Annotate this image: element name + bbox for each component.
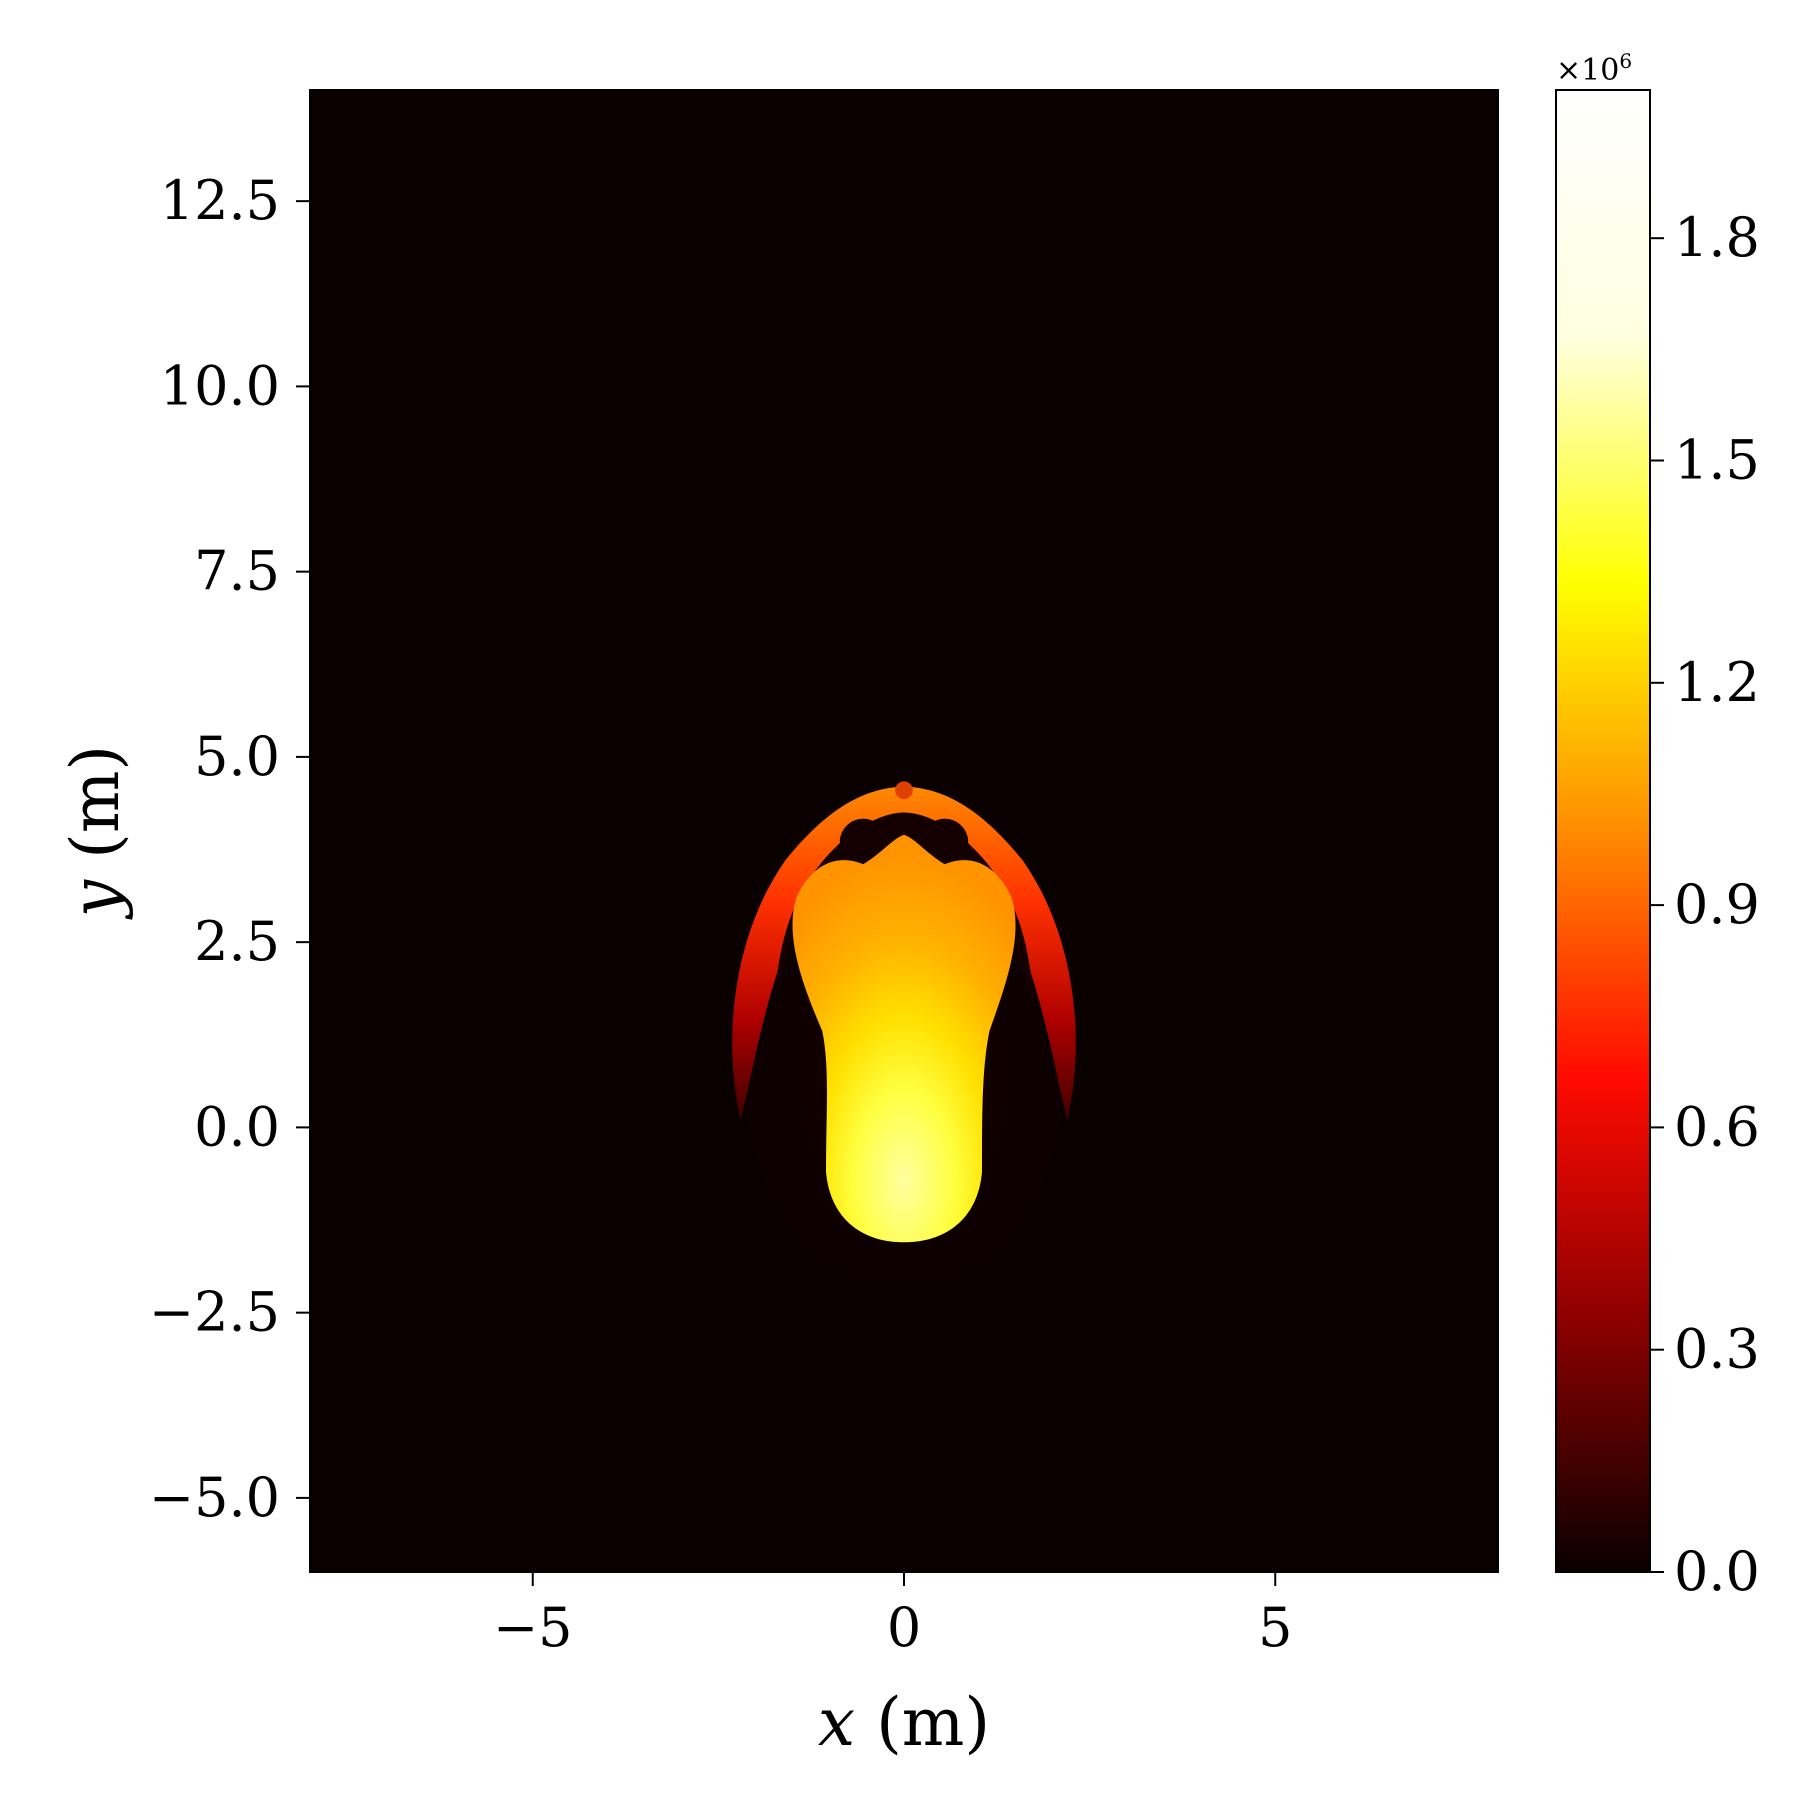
- y-tick-label: 0.0: [194, 1095, 280, 1158]
- plume-core: [792, 834, 1016, 1243]
- y-tick-label: 5.0: [194, 725, 280, 788]
- plume-field: [688, 781, 1120, 1365]
- colorbar-tick-label: 0.6: [1674, 1095, 1760, 1158]
- y-axis-label: y (m): [57, 745, 134, 920]
- colorbar-offset-text: ×106: [1556, 49, 1632, 88]
- colorbar-tick-label: 0.9: [1674, 873, 1760, 936]
- colorbar-tick-label: 1.2: [1674, 651, 1760, 714]
- x-tick-label: 5: [1258, 1596, 1292, 1659]
- x-axis-ticks: −5 0 5: [493, 1572, 1292, 1659]
- colorbar-tick-label: 0.0: [1674, 1540, 1760, 1603]
- colorbar-tick-label: 0.3: [1674, 1318, 1760, 1381]
- y-tick-label: 7.5: [194, 540, 280, 603]
- y-tick-label: 12.5: [160, 169, 280, 232]
- plot-area: [309, 89, 1499, 1573]
- left-vortex: [839, 818, 887, 866]
- y-axis-ticks: −5.0 −2.5 0.0 2.5 5.0 7.5 10.0 12.5: [149, 169, 310, 1529]
- x-tick-label: 0: [887, 1596, 921, 1659]
- x-axis-label: x (m): [818, 1684, 990, 1761]
- y-tick-label: −2.5: [149, 1281, 280, 1344]
- y-tick-label: 10.0: [160, 354, 280, 417]
- right-vortex: [921, 818, 969, 866]
- x-tick-label: −5: [493, 1596, 573, 1659]
- colorbar-scale: [1555, 89, 1651, 1573]
- colorbar-ticks: 0.0 0.3 0.6 0.9 1.2 1.5 1.8: [1650, 206, 1760, 1603]
- colorbar-tick-label: 1.8: [1674, 206, 1760, 269]
- y-tick-label: 2.5: [194, 910, 280, 973]
- colorbar-tick-label: 1.5: [1674, 429, 1760, 492]
- y-tick-label: −5.0: [149, 1466, 280, 1529]
- colorbar: 0.0 0.3 0.6 0.9 1.2 1.5 1.8 ×106: [1555, 49, 1760, 1603]
- plume-tip: [895, 781, 913, 800]
